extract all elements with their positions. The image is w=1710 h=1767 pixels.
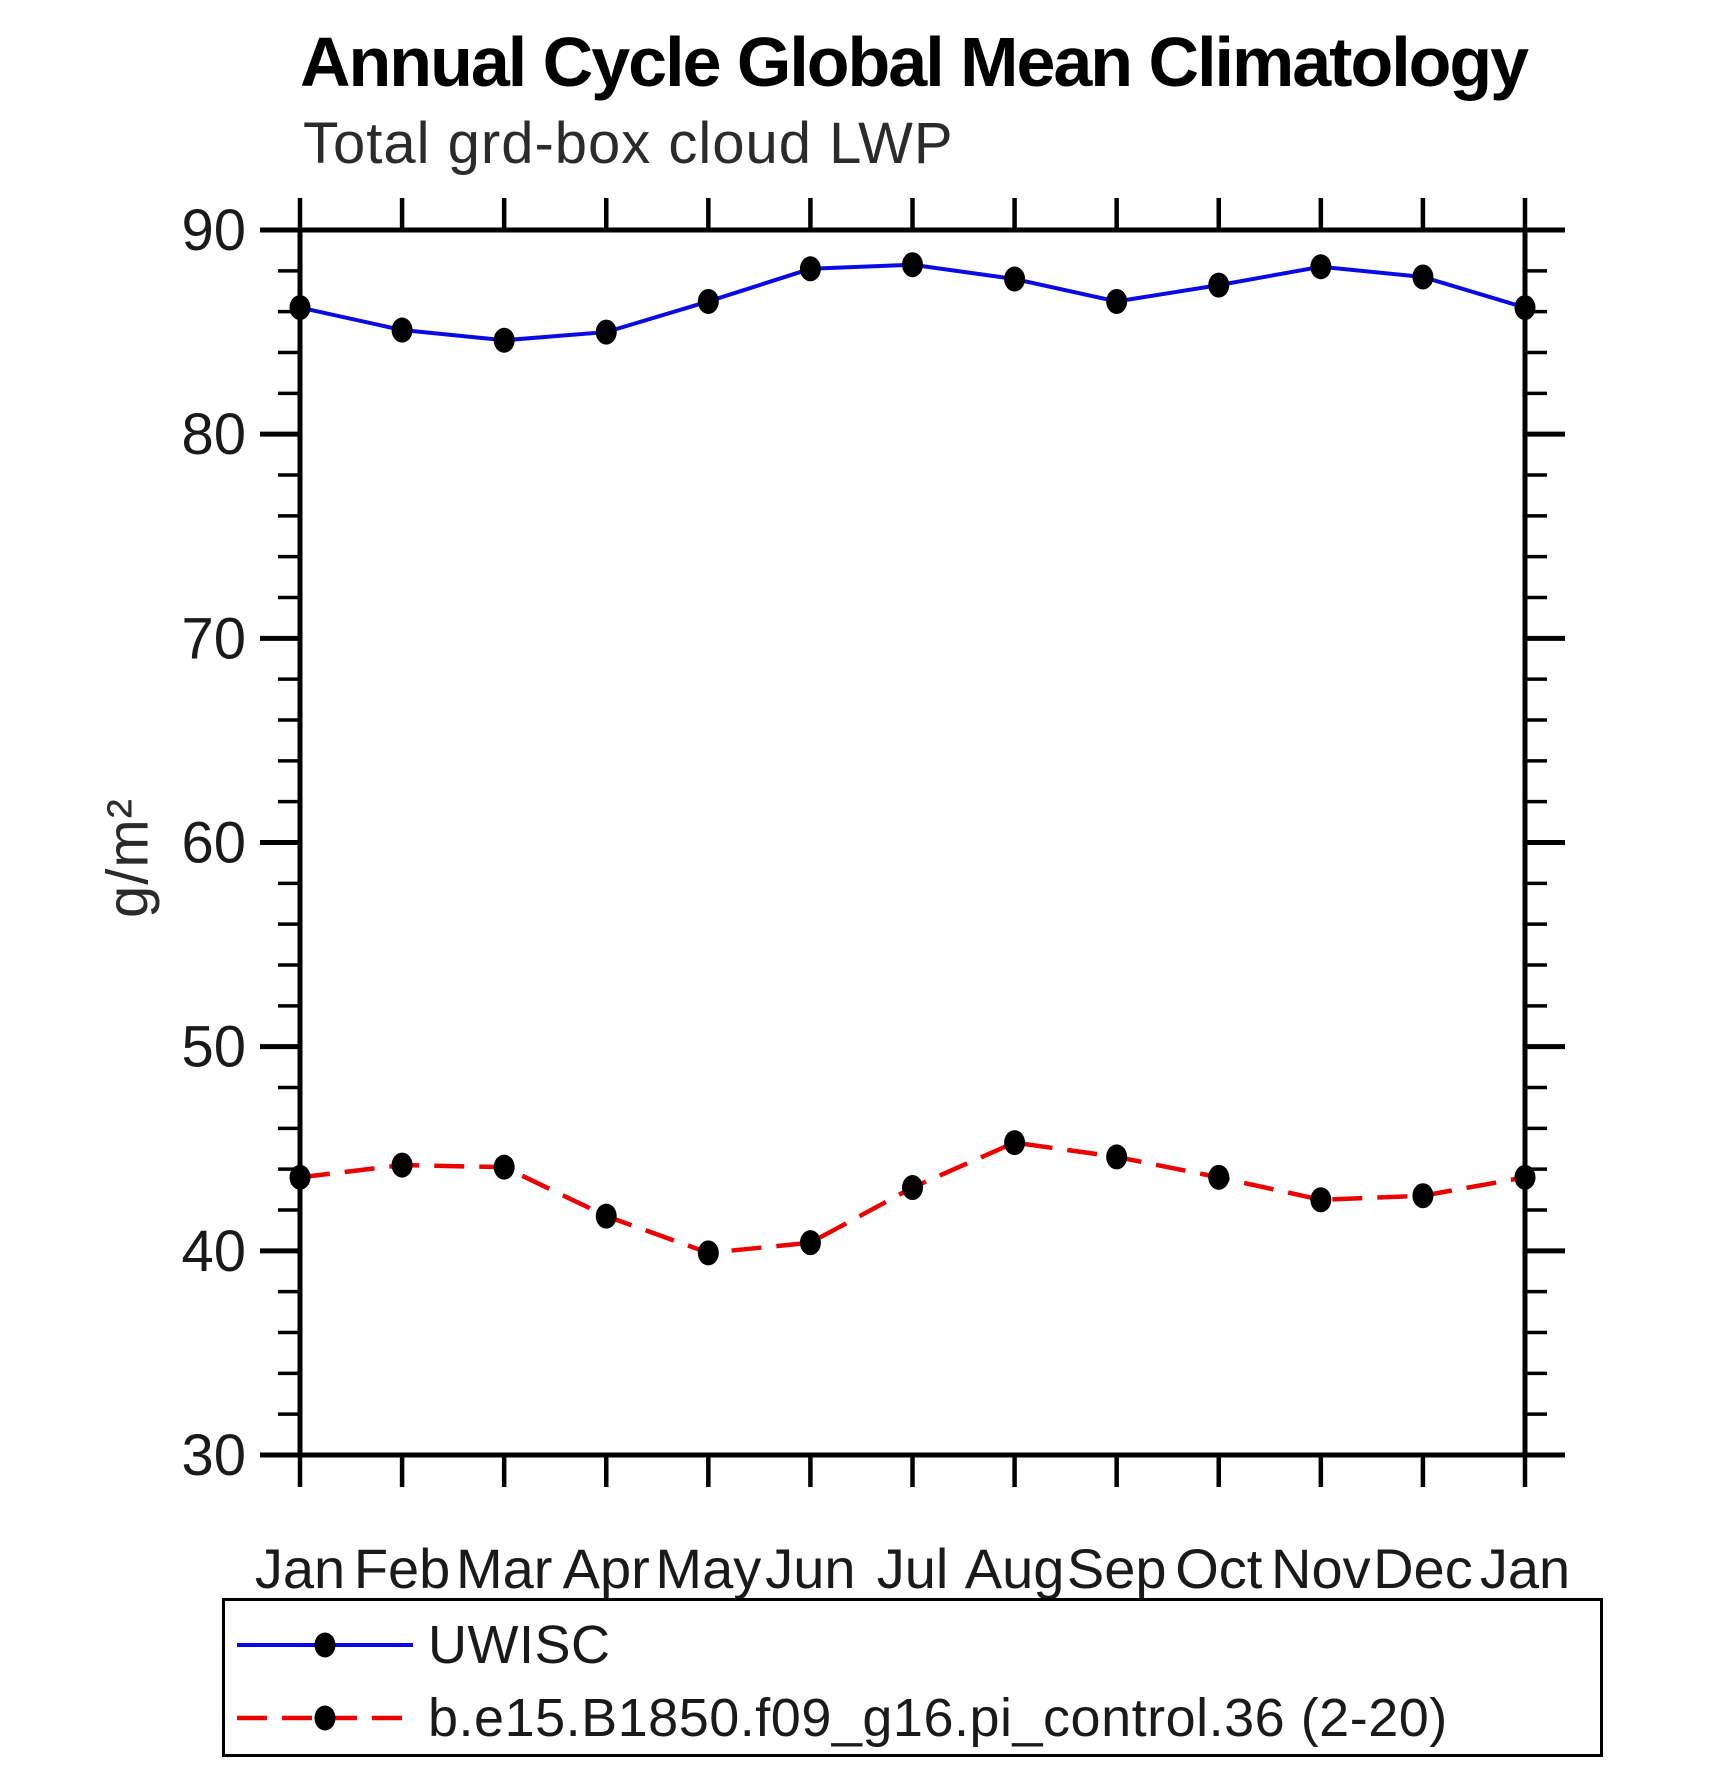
y-tick-label: 60 [181,811,246,876]
data-point-marker [391,317,413,343]
legend: UWISC b.e15.B1850.f09_g16.pi_control.36 … [222,1598,1603,1757]
y-tick-label: 50 [181,1015,246,1080]
x-tick-label: Oct [1175,1537,1263,1600]
data-point-marker [289,1164,311,1190]
data-point-marker [289,295,311,321]
data-point-marker [1310,1187,1332,1213]
legend-swatch-dashed-line [237,1705,413,1731]
y-tick-label: 30 [181,1423,246,1488]
y-tick-label: 90 [181,198,246,263]
data-point-marker [1004,266,1026,292]
plot-frame [297,227,1528,1458]
data-point-marker [1310,254,1332,280]
legend-label-uwisc: UWISC [428,1615,611,1675]
chart-title: Annual Cycle Global Mean Climatology [300,23,1529,101]
x-tick-label: Nov [1271,1537,1371,1600]
data-point-marker [595,1203,617,1229]
data-point-marker [1412,1183,1434,1209]
x-tick-label: Jun [765,1537,855,1600]
data-point-marker [1208,1164,1230,1190]
chart-subtitle: Total grd-box cloud LWP [303,111,954,176]
data-point-marker [799,1230,821,1256]
data-point-marker [493,1154,515,1180]
x-tick-label: Jan [255,1537,345,1600]
data-point-marker [1106,288,1128,314]
legend-item-uwisc: UWISC [233,1615,610,1675]
x-tick-label: Jul [877,1537,949,1600]
data-point-marker [697,1240,719,1266]
data-point-marker [391,1152,413,1178]
x-tick-label: Mar [456,1537,552,1600]
data-point-marker [1514,295,1536,321]
data-point-marker [493,327,515,353]
data-point-marker [595,319,617,345]
data-point-marker [1004,1130,1026,1156]
legend-label-model: b.e15.B1850.f09_g16.pi_control.36 (2-20) [428,1688,1448,1748]
data-point-marker [1514,1164,1536,1190]
x-tick-label: Apr [563,1537,650,1600]
legend-swatch-solid-line [237,1632,413,1658]
y-tick-label: 70 [181,606,246,671]
data-point-marker [902,1175,923,1201]
x-tick-label: Aug [965,1537,1065,1600]
x-tick-label: Jan [1480,1537,1570,1600]
data-point-marker [902,252,923,278]
data-point-marker [1106,1144,1128,1170]
y-tick-label: 80 [181,402,246,467]
data-point-marker [799,256,821,282]
data-point-marker [697,288,719,314]
data-point-marker [1412,264,1434,290]
legend-item-model: b.e15.B1850.f09_g16.pi_control.36 (2-20) [233,1688,1448,1748]
y-tick-label: 40 [181,1219,246,1284]
legend-marker-dot [314,1632,336,1658]
x-tick-label: Dec [1373,1537,1473,1600]
x-tick-label: May [655,1537,761,1600]
x-tick-label: Sep [1067,1537,1167,1600]
x-tick-label: Feb [354,1537,451,1600]
data-point-marker [1208,272,1230,298]
legend-marker-dot [314,1705,336,1731]
